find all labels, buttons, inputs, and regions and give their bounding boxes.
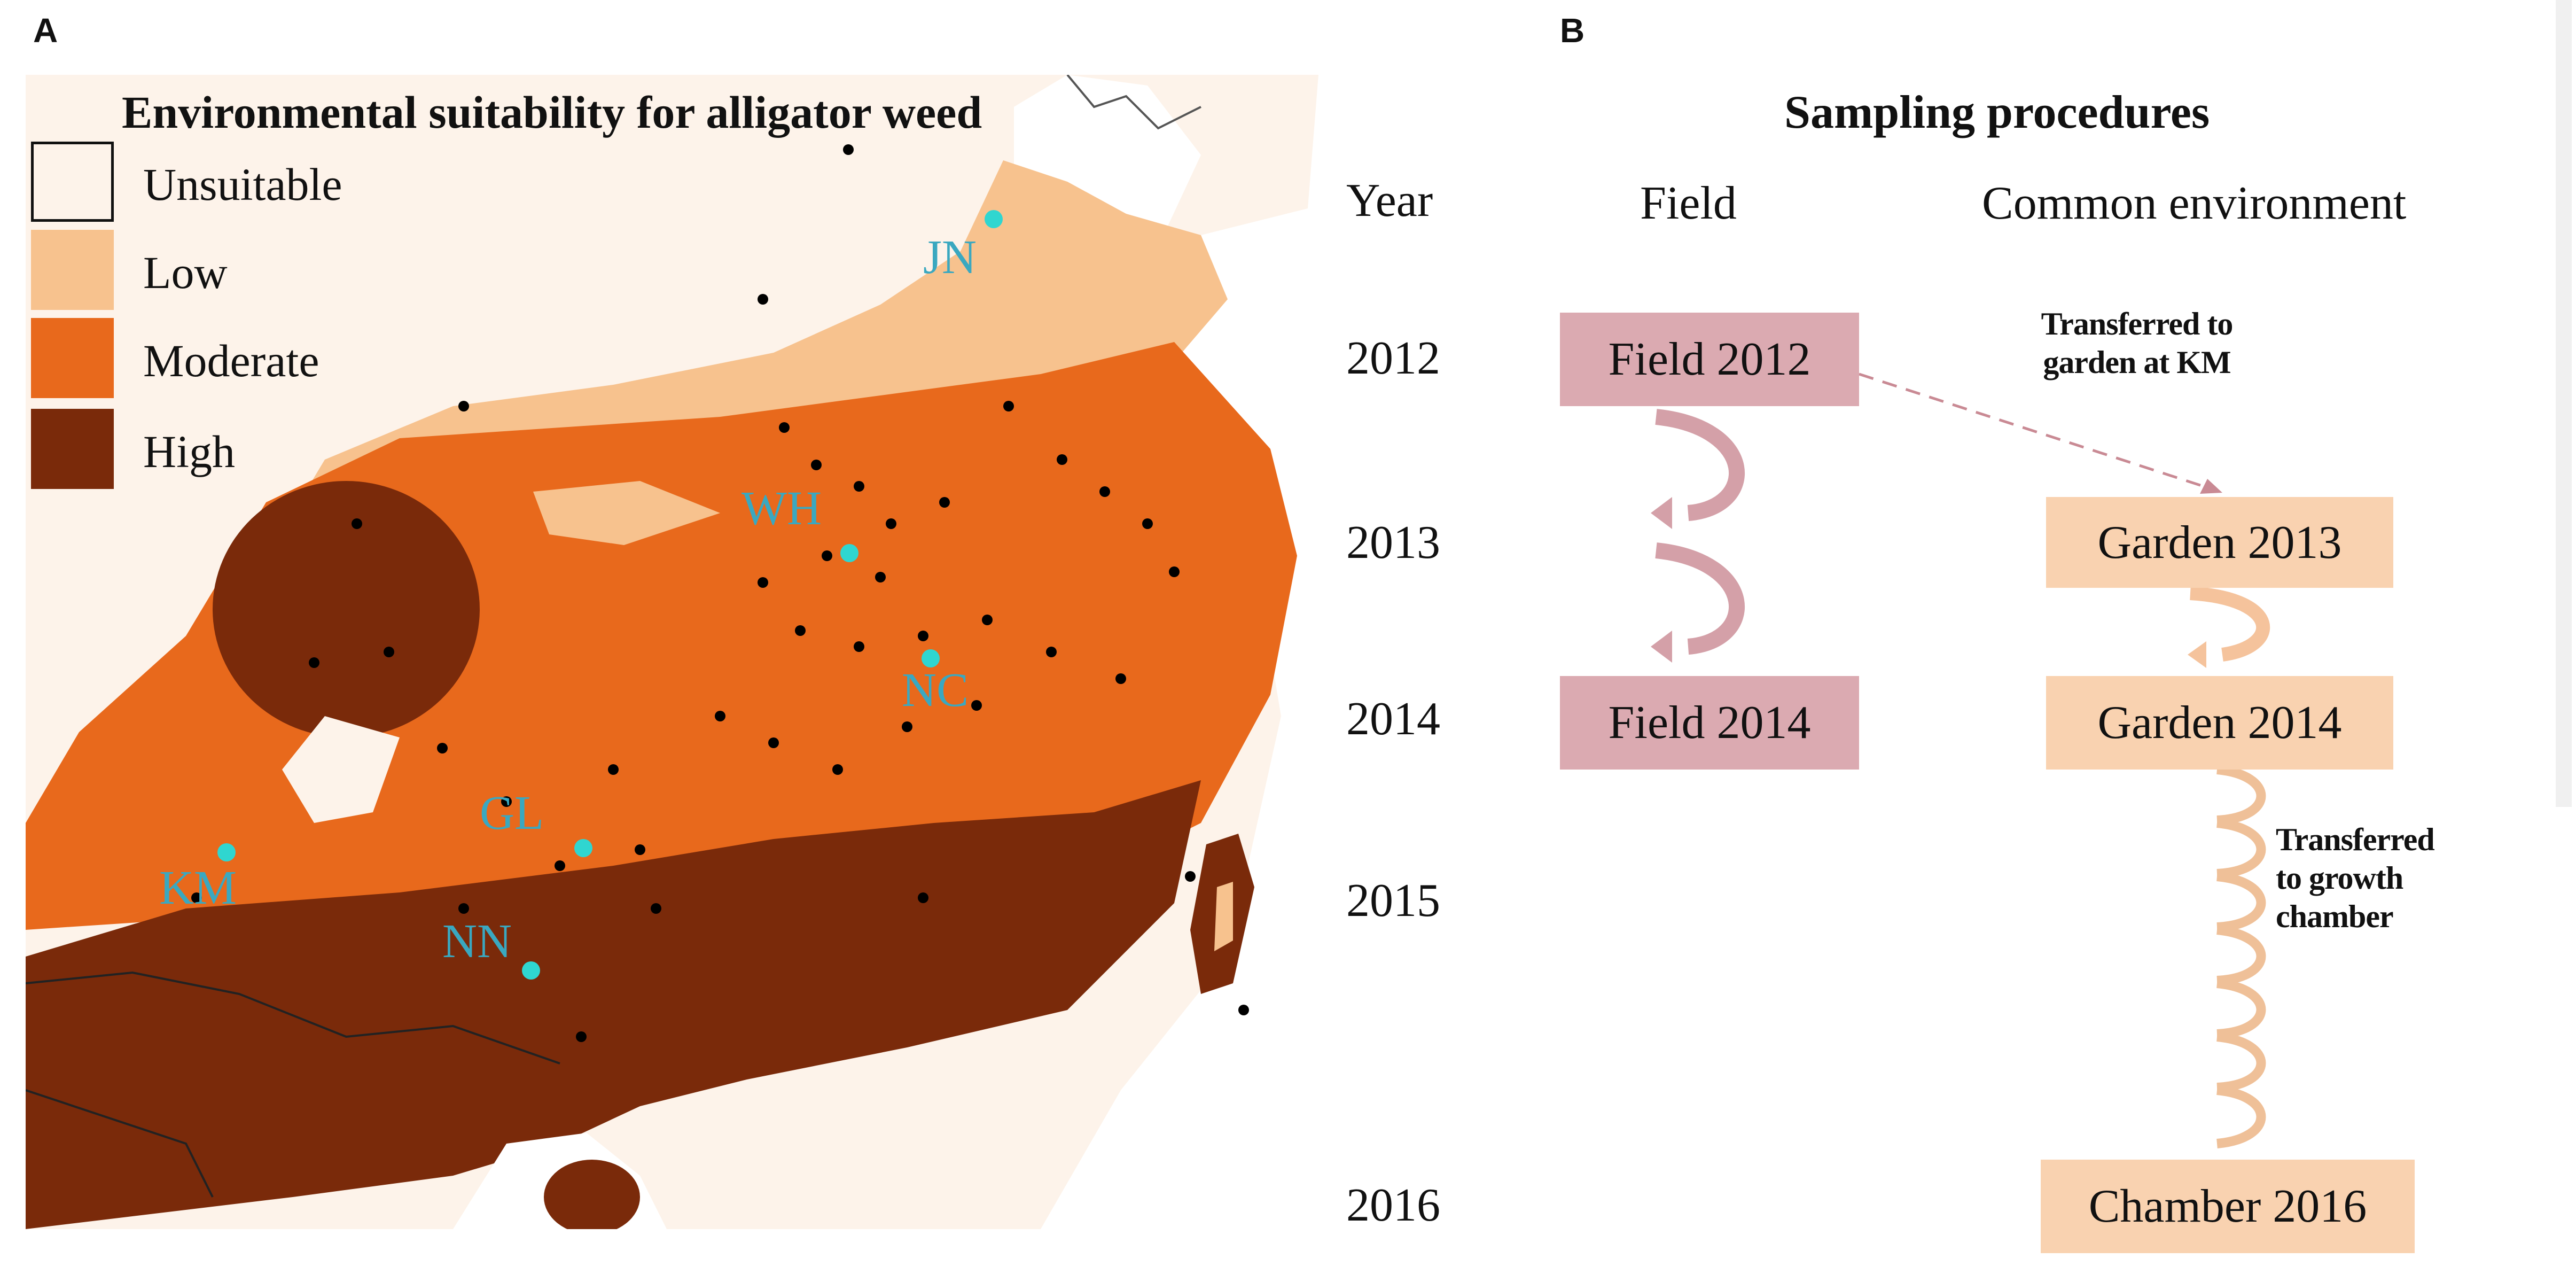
site-dot-nc — [922, 649, 940, 667]
column-header-field: Field — [1640, 177, 1737, 229]
legend-label: High — [143, 426, 235, 477]
site-label-km: KM — [159, 861, 237, 914]
year-2015: 2015 — [1346, 875, 1440, 927]
map-graphic — [26, 75, 1318, 1229]
box-garden-2013: Garden 2013 — [2046, 497, 2393, 588]
chamber-spiral-arrow — [2216, 765, 2266, 1148]
high-zone-west — [213, 481, 480, 737]
year-2013: 2013 — [1346, 517, 1440, 569]
note-line: to growth — [2276, 860, 2403, 896]
site-label-nc: NC — [902, 664, 969, 717]
taiwan-inner — [1214, 882, 1233, 951]
legend-swatch-unsuitable — [31, 142, 114, 222]
province-borders — [26, 971, 560, 1198]
high-zone-south — [26, 780, 1201, 1229]
legend-label: Unsuitable — [143, 159, 342, 210]
low-zone — [293, 160, 1228, 513]
map-title: Environmental suitability for alligator … — [122, 87, 982, 138]
panel-b-letter: B — [1560, 11, 1585, 50]
field-curved-arrow-1 — [1655, 409, 1745, 521]
unsuitable-patch — [282, 716, 400, 823]
box-garden-2014: Garden 2014 — [2046, 676, 2393, 770]
note-transfer-chamber: Transferred to growth chamber — [2276, 820, 2500, 936]
suitability-map: Environmental suitability for alligator … — [26, 75, 1318, 1229]
site-markers — [217, 210, 1003, 980]
field-curved-arrow-2 — [1655, 542, 1745, 655]
site-dot-nn — [522, 961, 540, 980]
year-2014: 2014 — [1346, 693, 1440, 745]
coast-line — [1066, 75, 1201, 130]
legend-swatch-moderate — [31, 318, 114, 398]
legend-swatch-low — [31, 230, 114, 310]
note-transfer-garden: Transferred to garden at KM — [1987, 305, 2286, 382]
site-label-jn: JN — [923, 231, 977, 284]
column-header-common: Common environment — [1982, 177, 2407, 229]
panel-a-letter: A — [33, 11, 58, 50]
box-field-2014: Field 2014 — [1560, 676, 1859, 770]
year-2016: 2016 — [1346, 1179, 1440, 1231]
legend-label: Low — [143, 247, 228, 298]
site-dot-jn — [985, 210, 1003, 228]
low-patch — [533, 481, 720, 545]
note-line: garden at KM — [2043, 345, 2231, 380]
dashed-transfer-arrow — [1859, 372, 2212, 491]
dashed-arrow-head — [2200, 479, 2222, 494]
site-label-gl: GL — [480, 787, 544, 840]
sea-east — [1041, 75, 1318, 1229]
procedures-title: Sampling procedures — [1784, 87, 2210, 138]
note-line: chamber — [2276, 899, 2394, 934]
site-dot-gl — [574, 839, 592, 857]
box-chamber-2016: Chamber 2016 — [2041, 1160, 2415, 1253]
hainan-island — [544, 1160, 640, 1229]
note-line: Transferred to — [2041, 306, 2234, 341]
note-line: Transferred — [2276, 822, 2435, 857]
site-dot-wh — [840, 544, 858, 562]
site-label-wh: WH — [741, 482, 822, 535]
legend-label: Moderate — [143, 335, 319, 386]
site-dot-km — [217, 843, 236, 861]
scrollbar[interactable] — [2556, 0, 2572, 807]
box-field-2012: Field 2012 — [1560, 313, 1859, 406]
site-label-nn: NN — [442, 915, 512, 968]
legend-swatch-high — [31, 409, 114, 489]
sample-dots — [191, 144, 1249, 1042]
garden-curved-arrow — [2190, 586, 2270, 662]
year-header: Year — [1346, 175, 1433, 227]
year-2012: 2012 — [1346, 332, 1440, 384]
